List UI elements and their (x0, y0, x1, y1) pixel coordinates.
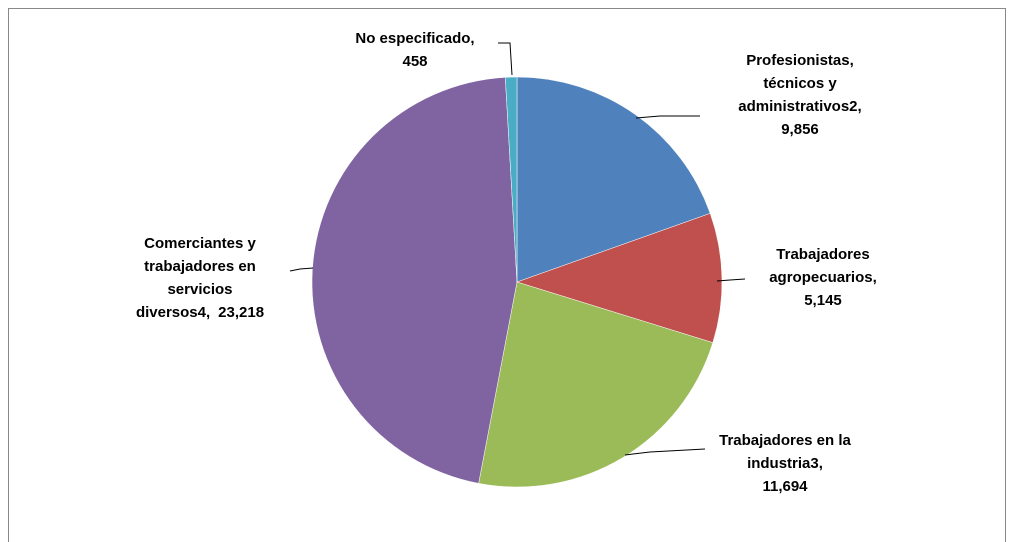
category-label: Trabajadores agropecuarios, (769, 246, 877, 286)
value-label: 11,694 (762, 478, 808, 495)
slice-label: Trabajadores agropecuarios, 5,145 (758, 243, 888, 312)
category-label: No especificado, (355, 30, 475, 47)
pie-slice (311, 77, 518, 484)
value-label: 23,218 (218, 304, 265, 321)
value-label: 5,145 (804, 292, 842, 309)
pie-slice (505, 76, 518, 283)
leader-line (635, 115, 700, 119)
slice-label: Comerciantes y trabajadores en servicios… (126, 232, 274, 324)
value-label: 9,856 (781, 121, 819, 138)
leader-line (289, 267, 314, 272)
slice-label: Profesionistas, técnicos y administrativ… (725, 49, 875, 141)
pie-slice (516, 213, 723, 343)
category-label: Comerciantes y trabajadores en servicios… (135, 235, 256, 321)
pie-slice (478, 281, 714, 488)
pie-slice (516, 76, 711, 283)
leader-line (716, 278, 746, 282)
leader-line (624, 448, 706, 456)
category-label: Profesionistas, técnicos y administrativ… (738, 52, 862, 115)
leader-line (498, 42, 513, 76)
value-label: 458 (402, 53, 428, 70)
category-label: Trabajadores en la industria3, (719, 432, 851, 472)
slice-label: No especificado, 458 (345, 27, 485, 73)
slice-label: Trabajadores en la industria3, 11,694 (715, 429, 855, 498)
chart-frame (8, 8, 1006, 542)
